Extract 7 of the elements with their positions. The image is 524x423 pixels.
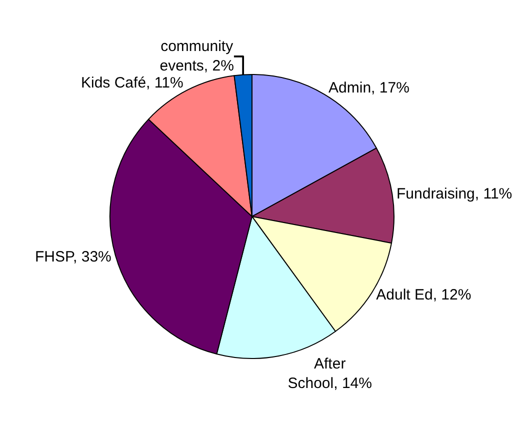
slice-label: Fundraising, 11% (396, 186, 512, 203)
slice-label: After School, 14% (288, 355, 372, 392)
slice-label: Kids Café, 11% (81, 74, 184, 92)
slice-label: Adult Ed, 12% (376, 286, 472, 304)
slice-label: community events, 2% (160, 38, 234, 75)
slice-label: Admin, 17% (328, 79, 410, 96)
slice-label: FHSP, 33% (34, 248, 112, 266)
